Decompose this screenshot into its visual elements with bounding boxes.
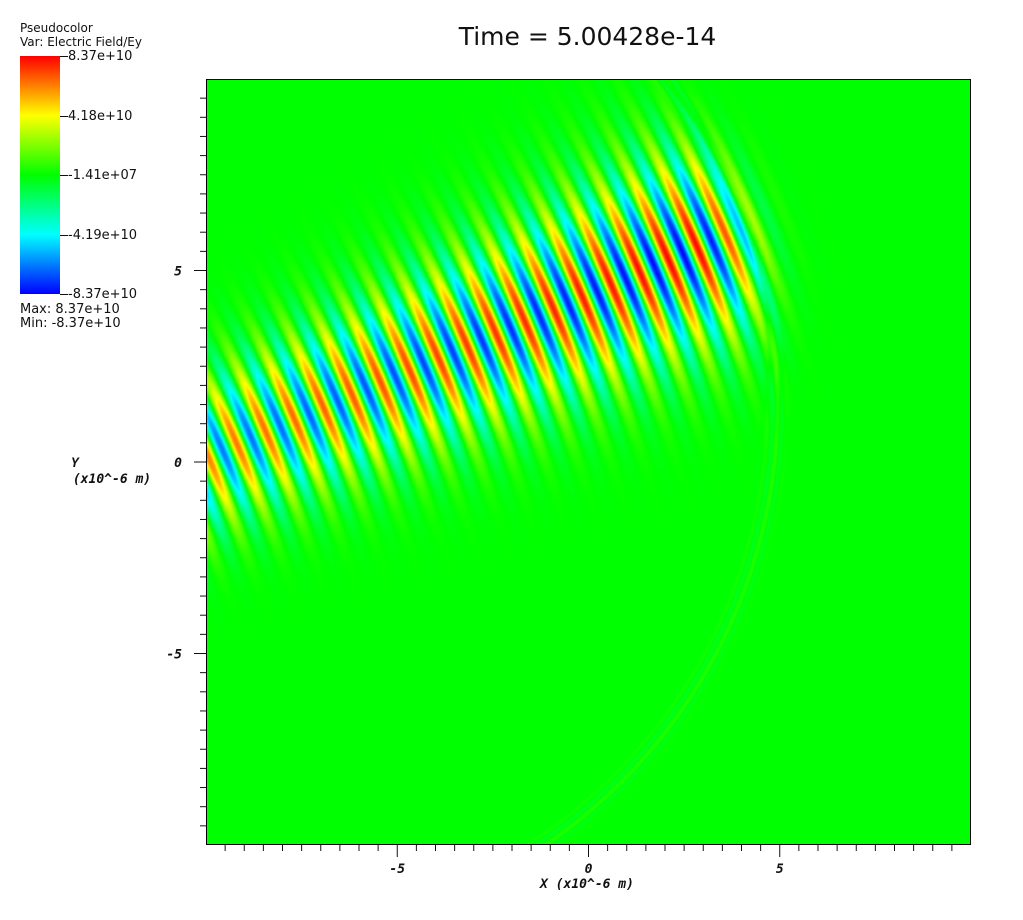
colorbar-tick-label: -4.19e+10: [68, 227, 138, 243]
y-tick-label: 0: [174, 456, 182, 471]
legend-variable: Var: Electric Field/Ey: [20, 35, 142, 49]
colorbar-tick: [60, 115, 68, 117]
legend-max: Max: 8.37e+10: [20, 302, 120, 317]
colorbar: [20, 56, 60, 294]
y-axis-label-line1: Y: [71, 456, 80, 471]
colorbar-tick: [60, 294, 68, 295]
colorbar-tick: [60, 56, 68, 57]
y-tick-label: 5: [174, 265, 182, 280]
x-tick-label: 0: [585, 862, 593, 877]
legend-plot-type: Pseudocolor: [20, 21, 93, 35]
y-axis-label-line2: (x10^-6 m): [73, 472, 151, 487]
colorbar-tick-label: -8.37e+10: [68, 287, 138, 302]
colorbar-tick-label: 8.37e+10: [68, 49, 133, 64]
field-heatmap: [207, 80, 970, 844]
x-tick-label: 5: [776, 862, 784, 877]
y-tick-label: -5: [166, 648, 182, 663]
pseudocolor-plot-area: [206, 79, 971, 845]
colorbar-tick: [60, 234, 68, 236]
x-axis-label: X (x10^-6 m): [539, 877, 634, 892]
chart-title: Time = 5.00428e-14: [458, 22, 717, 51]
colorbar-tick-label: 4.18e+10: [68, 108, 133, 124]
legend-min: Min: -8.37e+10: [20, 316, 121, 331]
colorbar-tick-label: -1.41e+07: [68, 168, 138, 183]
x-tick-label: -5: [389, 862, 405, 877]
colorbar-tick: [60, 175, 68, 176]
